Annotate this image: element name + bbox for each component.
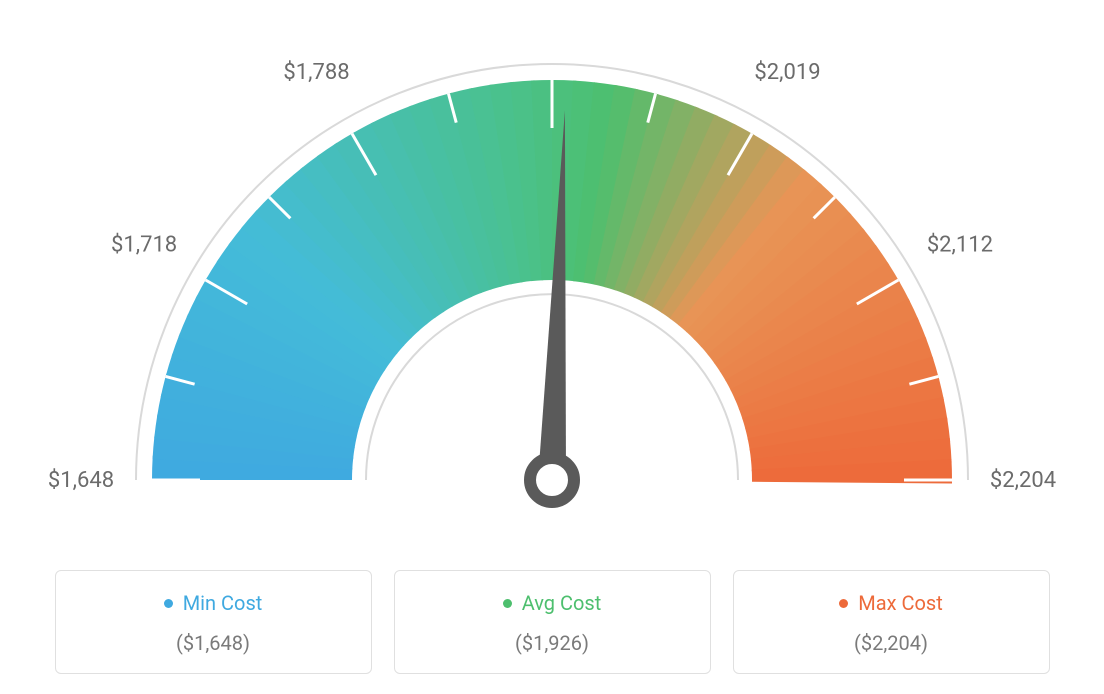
dot-avg bbox=[503, 599, 512, 608]
card-max-label: Max Cost bbox=[858, 591, 943, 615]
gauge-hub bbox=[530, 458, 574, 502]
gauge-tick-label: $2,112 bbox=[927, 233, 993, 258]
legend-row: Min Cost ($1,648) Avg Cost ($1,926) Max … bbox=[20, 570, 1084, 674]
gauge-tick-label: $1,648 bbox=[48, 468, 114, 493]
dot-min bbox=[164, 599, 173, 608]
card-max-value: ($2,204) bbox=[734, 631, 1049, 655]
card-avg-value: ($1,926) bbox=[395, 631, 710, 655]
dot-max bbox=[839, 599, 848, 608]
card-min-cost: Min Cost ($1,648) bbox=[55, 570, 372, 674]
gauge-tick-label: $2,204 bbox=[990, 468, 1056, 493]
gauge-tick-label: $2,019 bbox=[754, 60, 820, 85]
cost-gauge-container: $1,648 $1,718 $1,788 $1,926 $2,019 $2,112 $2,2… bbox=[20, 20, 1084, 674]
card-avg-cost: Avg Cost ($1,926) bbox=[394, 570, 711, 674]
card-max-cost: Max Cost ($2,204) bbox=[733, 570, 1050, 674]
gauge-svg: $1,648 $1,718 $1,788 $1,926 $2,019 $2,112 $2,2… bbox=[20, 20, 1084, 540]
card-min-label: Min Cost bbox=[183, 591, 263, 615]
card-max-title: Max Cost bbox=[839, 591, 943, 615]
gauge-chart: $1,648 $1,718 $1,788 $1,926 $2,019 $2,112 $2,2… bbox=[20, 20, 1084, 540]
gauge-tick-label: $1,926 bbox=[519, 20, 585, 22]
card-min-title: Min Cost bbox=[164, 591, 263, 615]
card-min-value: ($1,648) bbox=[56, 631, 371, 655]
card-avg-label: Avg Cost bbox=[522, 591, 602, 615]
gauge-tick-label: $1,718 bbox=[111, 233, 177, 258]
gauge-tick-label: $1,788 bbox=[283, 60, 349, 85]
card-avg-title: Avg Cost bbox=[503, 591, 602, 615]
